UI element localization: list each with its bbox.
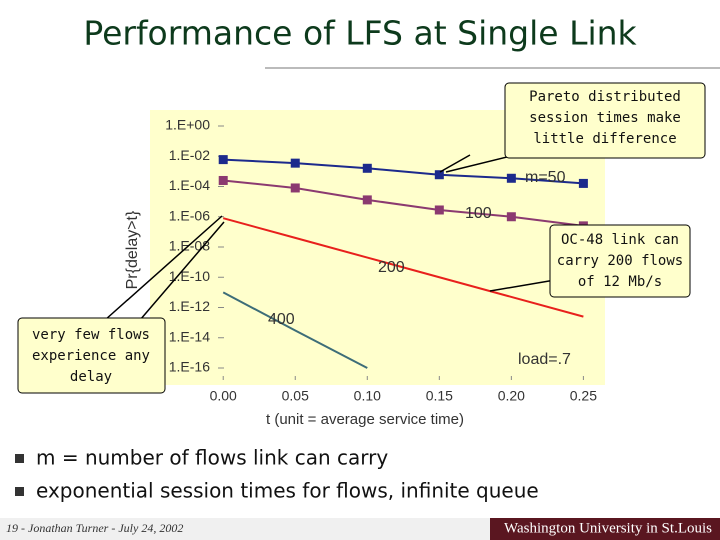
marker xyxy=(578,178,588,188)
marker xyxy=(434,170,444,180)
marker xyxy=(218,175,228,185)
y-tick-label: 1.E-10 xyxy=(169,268,210,284)
slide-title: Performance of LFS at Single Link xyxy=(83,14,637,53)
y-tick-label: 1.E-02 xyxy=(169,147,210,163)
series-label: 100 xyxy=(465,205,492,222)
callout-pointer xyxy=(439,154,471,173)
series-label: 400 xyxy=(268,311,295,328)
marker xyxy=(290,158,300,168)
y-tick-label: 1.E-04 xyxy=(169,177,210,193)
callout-text: carry 200 flows xyxy=(557,253,683,269)
marker xyxy=(506,173,516,183)
y-axis-label: Pr{delay>t} xyxy=(124,210,141,289)
series-line xyxy=(223,179,584,227)
series-group xyxy=(218,155,588,369)
callout-text: delay xyxy=(70,369,112,385)
x-axis-label: t (unit = average service time) xyxy=(266,411,464,428)
callout-pointer xyxy=(445,154,516,173)
x-tick-label: 0.10 xyxy=(354,388,381,404)
marker xyxy=(362,195,372,205)
marker xyxy=(290,183,300,193)
y-tick-label: 1.E-12 xyxy=(169,298,210,314)
marker xyxy=(218,155,228,165)
callout-text: experience any xyxy=(32,348,150,364)
x-tick-label: 0.05 xyxy=(282,388,309,404)
callout-text: OC-48 link can xyxy=(561,232,679,248)
plot: 1.E+001.E-021.E-041.E-061.E-081.E-101.E-… xyxy=(165,117,597,404)
marker xyxy=(506,212,516,222)
y-tick-label: 1.E-14 xyxy=(169,328,210,344)
callout-pointer xyxy=(139,221,225,321)
y-tick-label: 1.E+00 xyxy=(165,117,210,133)
callout-box xyxy=(549,224,691,298)
series-line xyxy=(222,217,584,318)
callout-pointer xyxy=(489,279,556,292)
x-tick-label: 0.15 xyxy=(426,388,453,404)
logo-text: Washington University in St.Louis xyxy=(504,520,712,536)
x-tick-label: 0.00 xyxy=(210,388,237,404)
marker xyxy=(362,163,372,173)
bullet-text: exponential session times for flows, inf… xyxy=(36,479,539,503)
marker xyxy=(434,205,444,215)
callout-text: very few flows xyxy=(32,327,150,343)
footer-text: 19 - Jonathan Turner - July 24, 2002 xyxy=(6,521,183,535)
series-label: m=50 xyxy=(525,169,566,186)
y-tick-label: 1.E-16 xyxy=(169,359,210,375)
callout-pointer xyxy=(104,215,223,321)
callout-text: Pareto distributed xyxy=(529,89,681,105)
bullet-marker xyxy=(15,487,24,496)
series-label: 200 xyxy=(378,259,405,276)
callout-box xyxy=(504,82,706,159)
x-tick-label: 0.25 xyxy=(570,388,597,404)
annotation: load=.7 xyxy=(518,351,571,368)
callout-text: of 12 Mb/s xyxy=(578,274,662,290)
bullet-marker xyxy=(15,454,24,463)
y-tick-label: 1.E-06 xyxy=(169,207,210,223)
series-line xyxy=(222,291,368,369)
callout-text: little difference xyxy=(533,131,676,147)
logo-bar xyxy=(490,518,720,540)
callout-box xyxy=(17,317,166,394)
bullet-text: m = number of flows link can carry xyxy=(36,446,388,470)
x-tick-label: 0.20 xyxy=(498,388,525,404)
series-line xyxy=(223,158,584,185)
callout-text: session times make xyxy=(529,110,681,126)
